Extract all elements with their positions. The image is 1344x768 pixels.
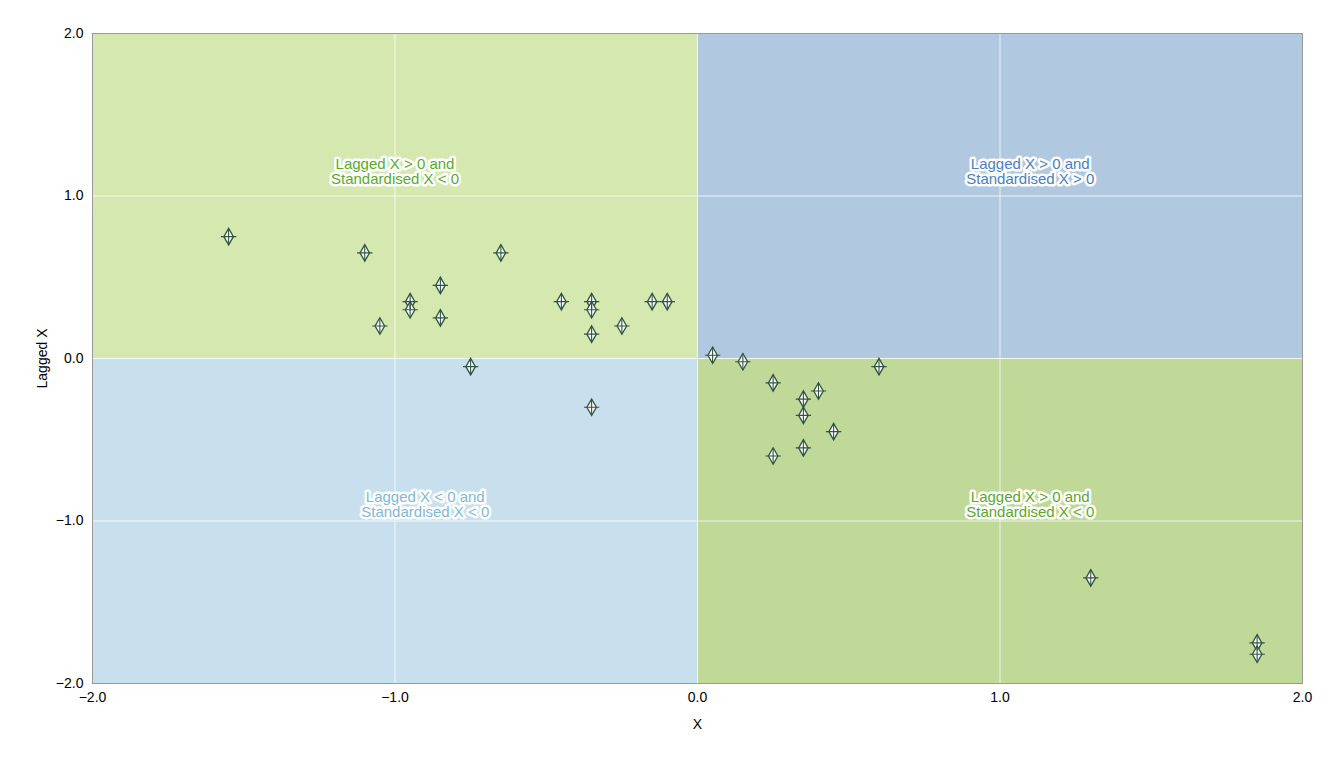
svg-text:Lagged X < 0 andStandardised X: Lagged X < 0 andStandardised X < 0: [361, 488, 489, 520]
svg-text:Lagged X > 0 andStandardised X: Lagged X > 0 andStandardised X > 0: [966, 155, 1094, 187]
svg-text:2.0: 2.0: [1293, 689, 1313, 705]
svg-text:1.0: 1.0: [990, 689, 1010, 705]
svg-text:−1.0: −1.0: [56, 512, 84, 528]
svg-text:−2.0: −2.0: [55, 675, 84, 691]
svg-text:1.0: 1.0: [64, 187, 84, 203]
svg-text:2.0: 2.0: [64, 25, 84, 41]
svg-text:−2.0: −2.0: [79, 689, 107, 705]
svg-text:Lagged X > 0 andStandardised X: Lagged X > 0 andStandardised X < 0: [966, 488, 1094, 520]
svg-text:−1.0: −1.0: [381, 689, 409, 705]
svg-text:0.0: 0.0: [64, 350, 84, 366]
svg-text:X: X: [693, 716, 703, 732]
svg-text:0.0: 0.0: [688, 689, 708, 705]
svg-text:Lagged X > 0 andStandardised X: Lagged X > 0 andStandardised X < 0: [331, 155, 459, 187]
svg-text:Lagged X: Lagged X: [34, 328, 50, 389]
